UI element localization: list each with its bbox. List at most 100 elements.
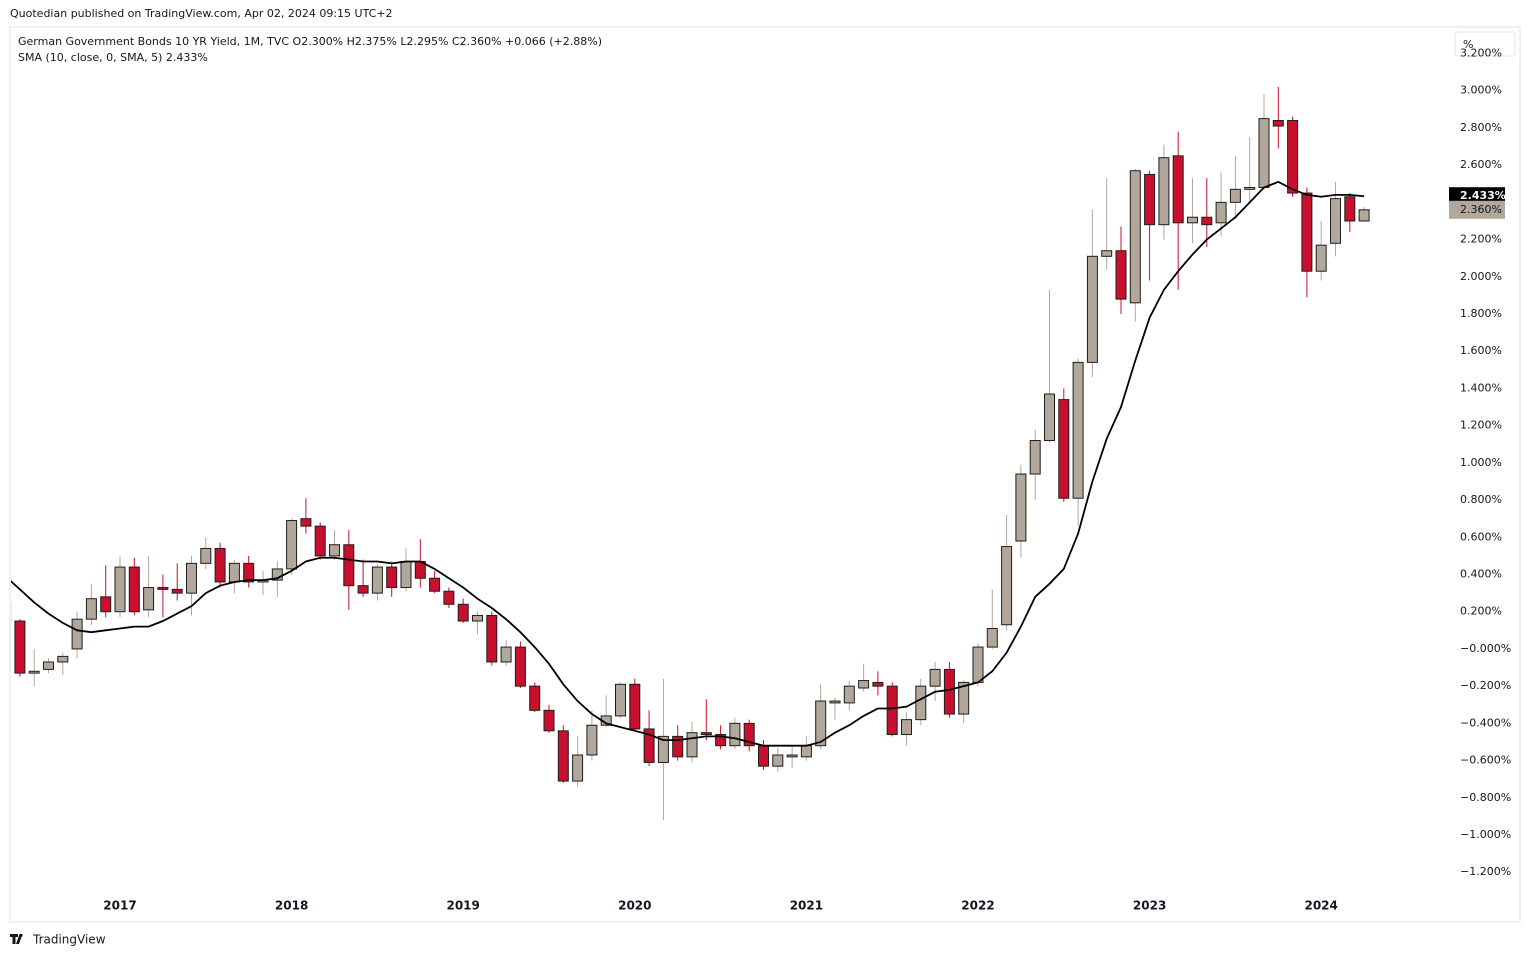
candle-body xyxy=(643,728,655,763)
candle-body xyxy=(1330,198,1341,244)
chart-frame xyxy=(9,26,1521,923)
x-tick-label: 2018 xyxy=(275,899,308,913)
candle-body xyxy=(200,547,212,564)
candle-body xyxy=(1144,173,1156,226)
candle-body xyxy=(343,544,355,587)
candle-body xyxy=(300,518,312,527)
candle-body xyxy=(243,562,255,583)
y-tick-label: −0.400% xyxy=(1460,716,1511,729)
candle-body xyxy=(672,735,684,758)
x-tick-label: 2023 xyxy=(1133,899,1166,913)
candle-body xyxy=(472,614,483,622)
y-tick-label: −0.000% xyxy=(1460,642,1511,655)
price-label-box xyxy=(1449,187,1505,206)
candle-body xyxy=(314,525,326,557)
y-tick-label: 0.800% xyxy=(1460,493,1502,506)
y-tick-label: 1.800% xyxy=(1460,307,1502,320)
plot-area xyxy=(11,86,1370,821)
candle-body xyxy=(1215,201,1227,224)
x-tick-label: 2020 xyxy=(618,899,651,913)
candle-body xyxy=(100,596,112,613)
y-tick-label: 0.600% xyxy=(1460,530,1502,543)
y-tick-label: −1.000% xyxy=(1460,828,1511,841)
y-tick-label: 1.400% xyxy=(1460,381,1502,394)
candle-body xyxy=(43,661,54,670)
candle-body xyxy=(85,598,97,620)
candle-body xyxy=(729,722,741,747)
candle-body xyxy=(1358,209,1370,222)
candle-body xyxy=(958,681,970,715)
y-tick-label: 0.400% xyxy=(1460,568,1502,581)
y-tick-label: 2.000% xyxy=(1460,270,1502,283)
candle-body xyxy=(114,566,126,613)
candle-body xyxy=(1158,157,1170,226)
candle-body xyxy=(629,683,641,730)
candle-body xyxy=(1344,196,1356,222)
candle-body xyxy=(286,520,298,570)
candle-body xyxy=(715,734,727,747)
candle-body xyxy=(1044,393,1055,442)
candle-body xyxy=(1172,155,1184,224)
candle-body xyxy=(915,685,927,721)
candle-body xyxy=(686,732,698,758)
y-tick-label: 2.800% xyxy=(1460,121,1502,134)
candle-body xyxy=(1115,250,1127,300)
x-tick-label: 2024 xyxy=(1304,899,1337,913)
y-tick-label: 2.600% xyxy=(1460,158,1502,171)
candle-body xyxy=(57,655,69,663)
candle-body xyxy=(700,732,712,736)
candle-body xyxy=(901,719,912,736)
candle-body xyxy=(11,601,12,624)
candle-body xyxy=(400,560,412,589)
y-tick-label: −0.600% xyxy=(1460,754,1511,767)
candle-body xyxy=(457,603,469,622)
y-tick-label: 3.000% xyxy=(1460,84,1502,97)
candle-body xyxy=(572,754,584,782)
candle-body xyxy=(758,745,769,767)
y-tick-label: 0.200% xyxy=(1460,605,1502,618)
y-tick-label: −0.200% xyxy=(1460,679,1511,692)
candle-body xyxy=(1001,546,1013,626)
price-label: 2.360% xyxy=(1460,203,1502,216)
candle-body xyxy=(171,588,183,594)
candle-body xyxy=(429,577,441,592)
candle-body xyxy=(1301,192,1313,272)
candle-body xyxy=(615,683,626,717)
candle-body xyxy=(543,709,555,732)
candle-body xyxy=(1015,473,1027,542)
price-label: 2.433% xyxy=(1460,189,1506,202)
candle-body xyxy=(1072,361,1084,499)
legend-sma: SMA (10, close, 0, SMA, 5) 2.433% xyxy=(18,51,208,64)
candle-body xyxy=(657,735,669,763)
published-note: Quotedian published on TradingView.com, … xyxy=(10,7,393,20)
candle-body xyxy=(529,685,541,711)
candle-body xyxy=(500,646,512,663)
candle-body xyxy=(586,724,598,756)
candle-body xyxy=(1187,216,1198,224)
candle-body xyxy=(386,566,398,589)
candle-body xyxy=(214,547,226,583)
candle-body xyxy=(1129,170,1141,304)
unit-button-label[interactable]: % xyxy=(1463,38,1473,51)
legend-main: German Government Bonds 10 YR Yield, 1M,… xyxy=(18,35,602,48)
y-tick-label: 1.000% xyxy=(1460,456,1502,469)
brand-logo xyxy=(10,934,23,944)
candle-body xyxy=(271,568,283,581)
candle-body xyxy=(157,587,169,590)
candle-body xyxy=(14,620,26,674)
candle-body xyxy=(1287,119,1299,194)
candle-body xyxy=(329,544,340,557)
y-tick-label: 2.200% xyxy=(1460,233,1502,246)
candle-body xyxy=(743,722,755,747)
unit-button[interactable] xyxy=(1454,31,1516,57)
x-tick-label: 2021 xyxy=(790,899,823,913)
candle-body xyxy=(872,681,884,687)
y-tick-label: 1.200% xyxy=(1460,419,1502,432)
candle-body xyxy=(1272,119,1284,127)
y-tick-label: −1.200% xyxy=(1460,865,1511,878)
price-label-box xyxy=(1449,200,1505,219)
candle-body xyxy=(186,562,197,594)
candle-body xyxy=(1258,118,1270,188)
y-tick-label: 3.200% xyxy=(1460,46,1502,59)
